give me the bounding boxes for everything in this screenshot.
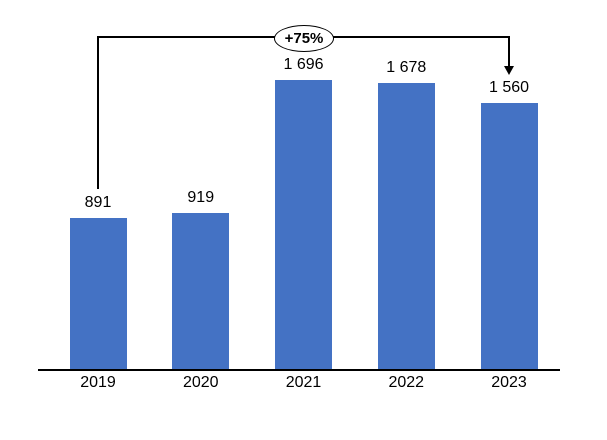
x-tick-label-2020: 2020 (182, 374, 219, 391)
bar-2019 (69, 218, 127, 370)
value-label-2022: 1 678 (386, 59, 427, 76)
annotation-bracket-left-line (97, 36, 99, 189)
bar-2022 (377, 83, 435, 370)
annotation-badge: +75% (274, 25, 334, 52)
arrow-down-icon (503, 66, 514, 75)
bar-2023 (480, 103, 538, 370)
value-label-2021: 1 696 (283, 56, 324, 73)
value-label-2023: 1 560 (488, 79, 530, 96)
value-label-2019: 891 (84, 194, 112, 211)
x-axis-line (38, 369, 560, 371)
bar-2021 (275, 80, 332, 370)
bar-2020 (172, 213, 230, 370)
x-tick-label-2021: 2021 (285, 374, 322, 391)
x-tick-label-2019: 2019 (80, 374, 116, 391)
annotation-label: +75% (284, 30, 324, 47)
annotation-bracket-right-line (508, 36, 510, 67)
value-label-2020: 919 (187, 189, 215, 206)
x-tick-label-2022: 2022 (388, 374, 425, 391)
x-tick-label-2023: 2023 (491, 374, 527, 391)
